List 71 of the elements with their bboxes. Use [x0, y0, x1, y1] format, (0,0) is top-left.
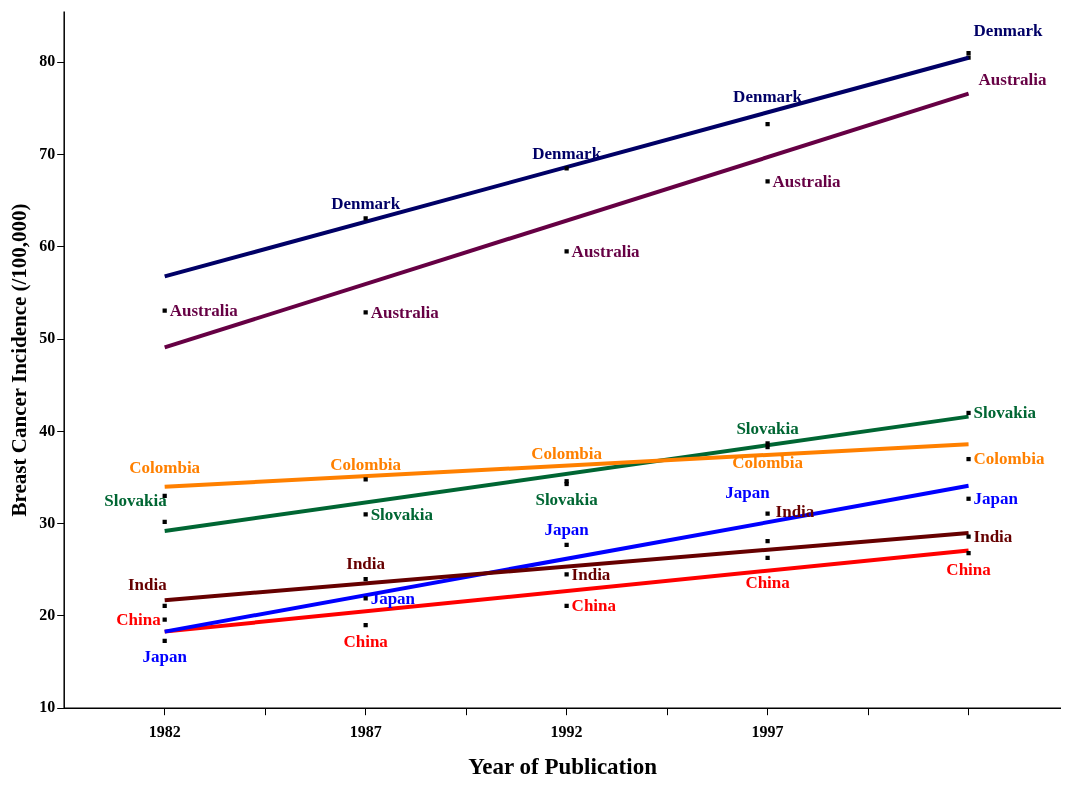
y-tick-label: 50 — [39, 329, 56, 347]
text: Slovakia — [370, 504, 434, 524]
y-tick-label: 30 — [39, 513, 56, 531]
point — [363, 512, 368, 517]
point — [363, 596, 368, 601]
x-tick-label: 1982 — [148, 722, 181, 740]
text: Japan — [544, 520, 589, 540]
point — [363, 477, 368, 482]
text: Japan — [142, 647, 187, 667]
text: Denmark — [532, 143, 602, 163]
point — [564, 572, 569, 577]
text: Australia — [978, 70, 1047, 90]
text: India — [127, 575, 167, 595]
text: Colombia — [129, 458, 201, 478]
x-tick-label: 1987 — [349, 722, 382, 740]
point — [765, 441, 770, 446]
point — [765, 179, 770, 184]
text: China — [745, 573, 790, 593]
y-tick-label: 60 — [39, 237, 56, 255]
text: Colombia — [330, 454, 402, 474]
series-label: Colombia — [973, 449, 1045, 469]
text: Slovakia — [104, 491, 167, 511]
text: India — [571, 564, 611, 584]
point — [363, 310, 368, 315]
text: Japan — [725, 482, 770, 502]
point — [966, 410, 971, 416]
y-tick-label: 70 — [39, 144, 56, 162]
y-tick-label: 20 — [39, 606, 56, 624]
series-label: Slovakia — [973, 403, 1037, 423]
series-label: China — [116, 610, 162, 630]
x-axis-title: Year of Publication — [468, 754, 658, 780]
series-label: Australia — [169, 300, 239, 320]
series-label: Japan — [973, 489, 1019, 509]
point — [765, 539, 770, 544]
point — [765, 122, 770, 127]
point — [765, 511, 770, 516]
x-tick-label: 1997 — [751, 722, 784, 740]
point — [966, 51, 971, 56]
point — [765, 444, 770, 450]
point — [162, 308, 167, 313]
y-axis-title: Breast Cancer Incidence (/100,000) — [7, 203, 32, 517]
text: Colombia — [531, 443, 603, 463]
x-tick-label: 1992 — [550, 722, 583, 740]
text: India — [775, 501, 815, 521]
series-label: Denmark — [973, 20, 1044, 40]
y-tick-label: 40 — [39, 421, 56, 439]
text: Slovakia — [535, 490, 598, 510]
text: Colombia — [732, 453, 804, 473]
text: Denmark — [733, 86, 803, 106]
text: Japan — [370, 588, 416, 608]
y-tick-label: 80 — [39, 52, 56, 70]
point — [966, 496, 971, 501]
point — [564, 542, 569, 548]
text: Australia — [370, 302, 439, 322]
point — [564, 603, 569, 608]
point — [564, 166, 569, 171]
text: Australia — [772, 171, 841, 191]
text: China — [571, 596, 617, 616]
text: Slovakia — [736, 418, 799, 438]
y-tick-label: 10 — [39, 698, 56, 716]
text: China — [343, 631, 388, 651]
point — [564, 249, 569, 254]
point — [765, 555, 770, 560]
point — [966, 456, 971, 462]
text: India — [346, 554, 386, 574]
text: Australia — [571, 241, 640, 261]
text: Denmark — [331, 193, 401, 213]
point — [966, 551, 971, 556]
series-label: India — [973, 526, 1013, 546]
text: China — [946, 559, 991, 579]
point — [966, 534, 971, 539]
